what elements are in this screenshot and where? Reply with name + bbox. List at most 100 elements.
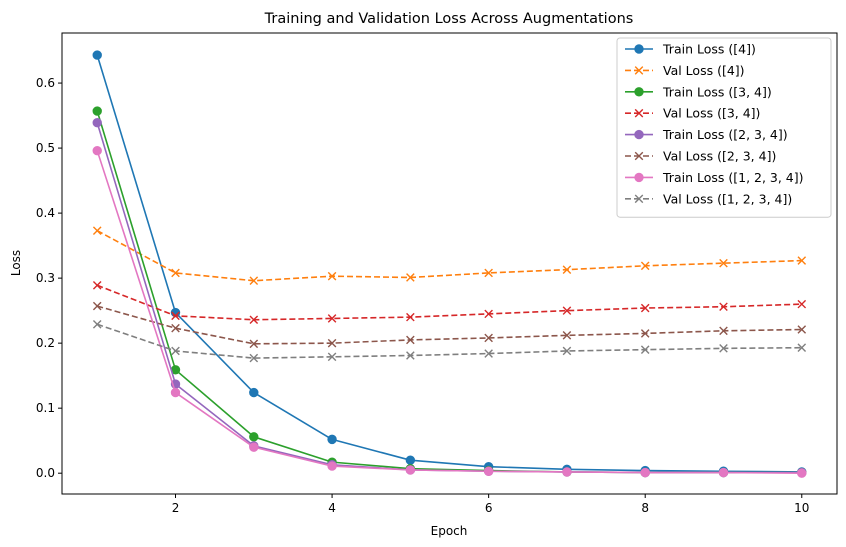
series-1 xyxy=(92,226,807,286)
legend-marker xyxy=(634,108,644,118)
data-point xyxy=(249,276,259,286)
plot-content xyxy=(92,50,807,478)
series-5 xyxy=(92,301,807,349)
data-point xyxy=(171,323,180,333)
legend-label: Val Loss ([2, 3, 4]) xyxy=(663,149,776,164)
series-line xyxy=(96,323,802,359)
data-point xyxy=(405,465,416,475)
data-point xyxy=(249,315,259,325)
chart-title: Training and Validation Loss Across Augm… xyxy=(264,11,634,27)
data-point xyxy=(249,339,259,349)
data-point xyxy=(92,106,102,116)
data-point xyxy=(562,306,572,315)
legend-marker xyxy=(634,172,644,183)
legend-marker xyxy=(634,129,644,140)
data-point xyxy=(719,258,728,268)
x-tick-label: 8 xyxy=(641,501,649,515)
y-tick-label: 0.2 xyxy=(36,336,55,350)
data-point xyxy=(484,333,493,343)
data-point xyxy=(92,319,102,329)
data-point xyxy=(92,226,102,235)
legend-entry: Val Loss ([4]) xyxy=(625,63,745,78)
legend-marker xyxy=(634,44,644,54)
data-point xyxy=(640,345,650,354)
data-point xyxy=(327,338,337,348)
y-axis-ticks: 0.0 0.1 0.2 0.3 0.4 0.5 0.6 xyxy=(36,76,62,480)
data-point xyxy=(249,353,259,363)
data-point xyxy=(327,271,337,281)
data-point xyxy=(406,335,415,345)
series-3 xyxy=(92,280,807,325)
data-point xyxy=(249,432,259,442)
series-line xyxy=(96,229,802,282)
y-tick-label: 0.3 xyxy=(36,271,55,285)
data-point xyxy=(640,261,650,271)
data-point xyxy=(171,311,180,321)
data-point xyxy=(640,467,650,478)
y-tick-label: 0.5 xyxy=(36,141,55,155)
y-tick-label: 0.4 xyxy=(36,206,55,220)
data-point xyxy=(562,265,572,274)
data-point xyxy=(170,387,181,398)
legend-label: Val Loss ([3, 4]) xyxy=(663,106,760,121)
data-point xyxy=(92,280,102,290)
legend-label: Train Loss ([4]) xyxy=(662,42,756,57)
data-point xyxy=(640,329,650,338)
data-point xyxy=(797,343,807,352)
series-6 xyxy=(92,145,807,478)
x-axis-ticks: 2 4 6 8 10 xyxy=(172,494,809,515)
legend-entry: Val Loss ([3, 4]) xyxy=(625,106,760,121)
x-tick-label: 2 xyxy=(172,501,180,515)
legend-entry: Train Loss ([4]) xyxy=(625,42,756,57)
legend-label: Train Loss ([2, 3, 4]) xyxy=(662,127,788,142)
data-point xyxy=(797,468,807,478)
legend-label: Val Loss ([4]) xyxy=(663,63,745,78)
legend-label: Train Loss ([1, 2, 3, 4]) xyxy=(662,170,804,185)
data-point xyxy=(249,442,259,452)
data-point xyxy=(719,344,728,353)
series-line xyxy=(96,284,802,321)
data-point xyxy=(483,466,494,476)
data-point xyxy=(92,118,102,128)
data-point xyxy=(406,351,415,360)
data-point xyxy=(719,326,728,336)
data-point xyxy=(484,349,493,358)
data-point xyxy=(640,303,650,313)
series-7 xyxy=(92,319,807,363)
legend-marker xyxy=(634,151,644,161)
series-line xyxy=(97,305,802,345)
legend-marker xyxy=(634,87,644,97)
legend-entry: Val Loss ([2, 3, 4]) xyxy=(625,149,776,164)
legend-label: Train Loss ([3, 4]) xyxy=(662,84,772,99)
legend-marker xyxy=(634,66,644,75)
data-point xyxy=(92,301,102,311)
x-axis-label: Epoch xyxy=(431,524,468,538)
data-point xyxy=(562,467,572,477)
data-point xyxy=(327,461,337,471)
y-tick-label: 0.1 xyxy=(36,401,55,415)
data-point xyxy=(406,312,415,322)
plot-frame xyxy=(61,32,838,495)
legend-entry: Train Loss ([3, 4]) xyxy=(625,84,772,99)
data-point xyxy=(171,268,180,278)
data-point xyxy=(171,346,180,356)
data-point xyxy=(327,352,337,362)
legend-entry: Train Loss ([1, 2, 3, 4]) xyxy=(625,170,804,185)
data-point xyxy=(249,387,259,398)
data-point xyxy=(92,145,102,156)
y-tick-label: 0.6 xyxy=(36,76,55,90)
legend-box xyxy=(616,37,832,218)
legend-entry: Train Loss ([2, 3, 4]) xyxy=(625,127,788,142)
data-point xyxy=(562,346,572,356)
data-point xyxy=(327,314,337,323)
series-line xyxy=(96,54,802,473)
data-point xyxy=(797,325,807,334)
data-point xyxy=(719,302,728,312)
data-point xyxy=(406,273,415,282)
x-tick-label: 6 xyxy=(485,501,493,515)
data-point xyxy=(797,299,807,309)
series-line xyxy=(96,150,802,474)
data-point xyxy=(92,50,102,60)
legend-entry: Val Loss ([1, 2, 3, 4]) xyxy=(625,191,792,206)
